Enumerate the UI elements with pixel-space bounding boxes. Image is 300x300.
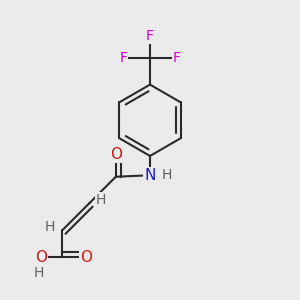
- Text: H: H: [161, 168, 172, 182]
- Text: H: H: [96, 193, 106, 207]
- Text: F: F: [146, 28, 154, 43]
- Text: O: O: [80, 250, 92, 265]
- Text: N: N: [144, 168, 156, 183]
- Text: O: O: [110, 147, 122, 162]
- Text: H: H: [45, 220, 55, 234]
- Text: F: F: [173, 51, 181, 65]
- Text: O: O: [35, 250, 47, 265]
- Text: H: H: [33, 266, 44, 280]
- Text: F: F: [119, 51, 127, 65]
